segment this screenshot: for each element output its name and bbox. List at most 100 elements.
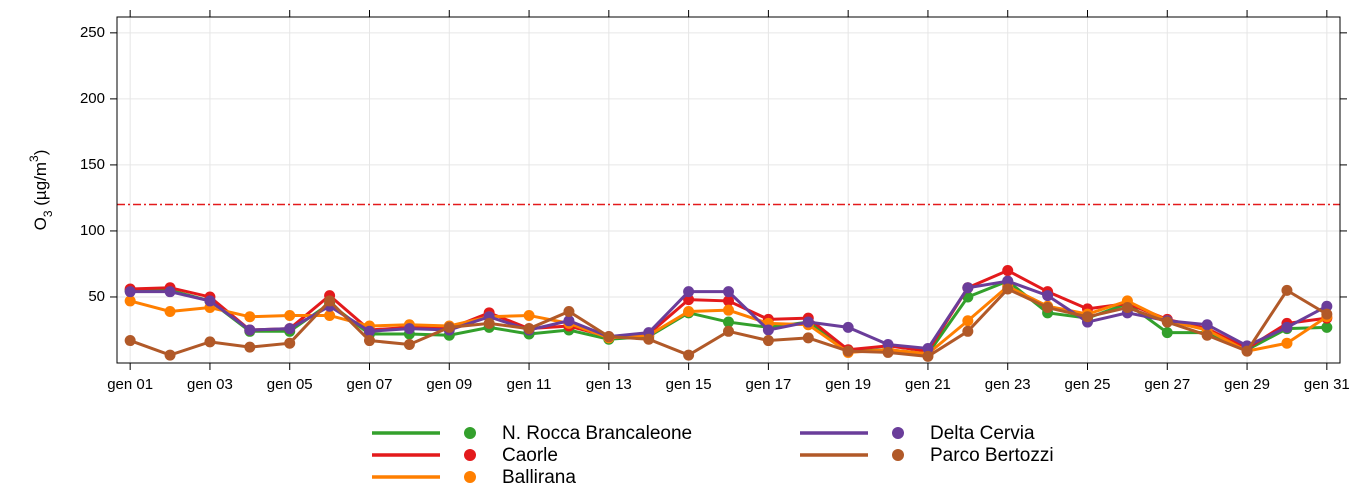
data-point	[962, 282, 974, 294]
x-tick-label: gen 15	[666, 376, 712, 393]
data-point	[643, 333, 655, 345]
legend-marker	[892, 449, 904, 461]
data-point	[882, 346, 894, 358]
legend-marker	[892, 427, 904, 439]
data-point	[324, 309, 336, 321]
data-point	[1082, 311, 1094, 323]
data-point	[1161, 316, 1173, 328]
x-tick-label: gen 13	[586, 376, 632, 393]
y-axis-label-part: O	[31, 217, 50, 230]
data-point	[962, 325, 974, 337]
data-point	[962, 315, 974, 327]
data-point	[723, 295, 734, 307]
y-axis-label-part: (µg/m	[31, 162, 50, 211]
data-point	[1042, 290, 1054, 302]
data-point	[1002, 283, 1014, 295]
data-point	[762, 324, 774, 336]
data-point	[204, 295, 216, 307]
data-point	[802, 316, 814, 328]
legend-marker	[464, 471, 476, 483]
data-point	[1002, 265, 1014, 277]
y-axis-label-part: 3	[27, 155, 41, 162]
y-tick-label: 250	[80, 24, 105, 41]
y-tick-label: 150	[80, 156, 105, 173]
x-tick-label: gen 31	[1304, 376, 1350, 393]
data-point	[1281, 337, 1293, 349]
data-point	[723, 286, 734, 298]
data-point	[1201, 319, 1213, 331]
data-point	[363, 335, 375, 347]
data-point	[164, 349, 176, 361]
legend-marker	[464, 449, 476, 461]
data-point	[683, 286, 695, 298]
data-point	[762, 335, 774, 347]
data-point	[523, 323, 535, 335]
data-point	[443, 321, 455, 333]
data-point	[244, 311, 256, 323]
data-point	[1002, 275, 1014, 287]
x-tick-label: gen 23	[985, 376, 1031, 393]
legend-label: Caorle	[502, 445, 558, 466]
data-point	[683, 349, 695, 361]
data-point	[683, 294, 695, 306]
data-point	[284, 337, 296, 349]
data-point	[403, 339, 415, 351]
x-tick-label: gen 07	[347, 376, 393, 393]
data-point	[204, 336, 216, 348]
data-point	[1321, 308, 1333, 320]
data-point	[244, 324, 256, 336]
data-point	[723, 304, 734, 316]
data-point	[1281, 284, 1293, 296]
data-point	[363, 325, 375, 337]
legend-marker	[464, 427, 476, 439]
x-tick-label: gen 11	[507, 376, 552, 393]
x-tick-label: gen 21	[905, 376, 951, 393]
data-point	[1161, 327, 1173, 339]
data-point	[124, 335, 136, 347]
data-point	[1121, 302, 1133, 314]
data-point	[403, 323, 415, 335]
data-point	[802, 332, 814, 344]
data-point	[124, 286, 136, 298]
data-point	[882, 339, 894, 351]
x-tick-label: gen 03	[187, 376, 233, 393]
data-point	[922, 342, 934, 354]
data-point	[324, 295, 336, 307]
data-point	[483, 317, 495, 329]
data-point	[922, 350, 934, 362]
x-tick-label: gen 17	[745, 376, 791, 393]
data-point	[164, 286, 176, 298]
y-axis-label-part: )	[31, 150, 50, 156]
data-point	[284, 309, 296, 321]
data-point	[1321, 321, 1333, 333]
plot-frame	[116, 16, 1341, 364]
data-point	[284, 323, 296, 335]
data-point	[723, 316, 734, 328]
data-point	[603, 331, 615, 343]
data-point	[563, 315, 575, 327]
x-tick-label: gen 05	[267, 376, 313, 393]
x-tick-label: gen 01	[107, 376, 153, 393]
x-tick-label: gen 25	[1065, 376, 1111, 393]
y-axis-label: O3 (µg/m3)	[27, 150, 55, 231]
y-tick-label: 100	[80, 222, 105, 239]
x-tick-label: gen 27	[1144, 376, 1190, 393]
data-point	[563, 305, 575, 317]
x-tick-label: gen 29	[1224, 376, 1270, 393]
legend-label: N. Rocca Brancaleone	[502, 423, 692, 444]
data-point	[1201, 329, 1213, 341]
data-point	[523, 309, 535, 321]
legend-label: Delta Cervia	[930, 423, 1035, 444]
data-point	[723, 325, 734, 337]
x-tick-label: gen 19	[825, 376, 871, 393]
data-point	[244, 341, 256, 353]
data-point	[683, 305, 695, 317]
y-axis-label-part: 3	[41, 210, 55, 217]
x-tick-label: gen 09	[426, 376, 472, 393]
data-point	[1241, 345, 1253, 357]
data-point	[1281, 321, 1293, 333]
data-point	[842, 345, 854, 357]
data-point	[164, 305, 176, 317]
